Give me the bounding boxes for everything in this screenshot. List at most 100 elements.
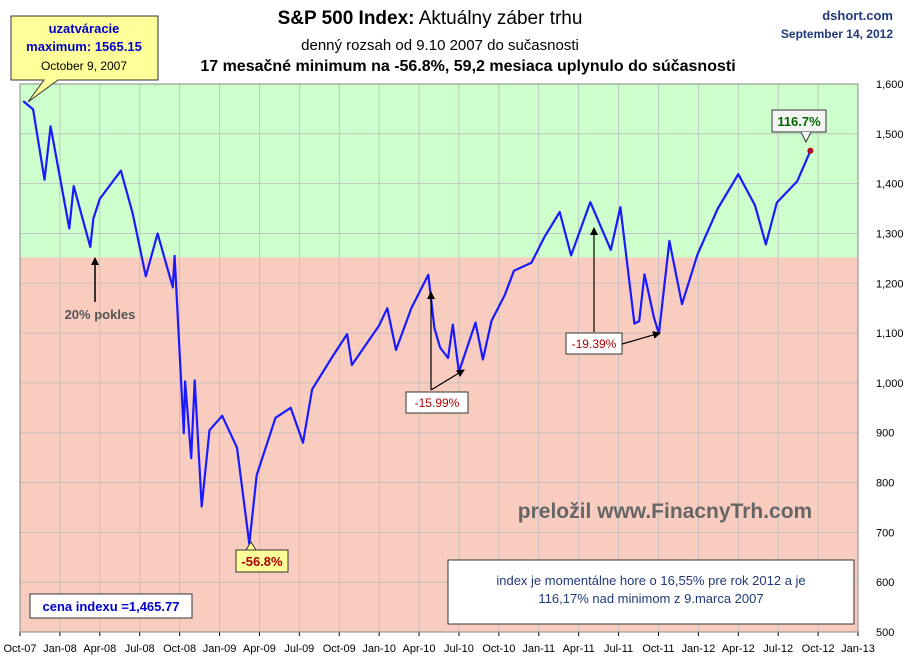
price-point — [302, 441, 304, 444]
price-point — [144, 275, 147, 278]
index-value-text: cena indexu =1,465.77 — [43, 599, 180, 614]
low-percent-pointer — [245, 541, 257, 551]
x-tick-label: Jul-11 — [604, 643, 633, 655]
price-point — [190, 457, 192, 459]
price-point — [193, 379, 196, 382]
price-point — [22, 100, 25, 103]
x-tick-label: Jan-10 — [362, 643, 396, 655]
low-percent-callout: -56.8% — [235, 541, 289, 573]
y-tick-label: 1,000 — [876, 378, 904, 390]
correction-2011-text: -19.39% — [572, 337, 617, 351]
price-point — [173, 255, 176, 257]
current-percent-text: 116.7% — [777, 114, 821, 129]
price-point — [92, 217, 95, 220]
price-point — [638, 320, 641, 322]
price-point — [49, 125, 52, 128]
price-point — [653, 317, 655, 319]
price-point — [331, 356, 334, 358]
price-point — [89, 246, 92, 248]
price-point — [427, 274, 430, 276]
y-tick-label: 1,400 — [876, 179, 904, 191]
decline-label: 20% pokles — [65, 307, 136, 322]
peak-callout-line1: uzatváracie — [49, 21, 120, 36]
date-label: September 14, 2012 — [781, 27, 893, 41]
index-value-frame — [29, 593, 193, 619]
decline-marker: 20% pokles — [65, 257, 136, 322]
price-point — [43, 178, 46, 181]
chart-title: S&P 500 Index: Aktuálny záber trhu — [278, 8, 583, 29]
title-rest-part: Aktuálny záber trhu — [415, 8, 583, 29]
note-box: index je momentálne hore o 16,55% pre ro… — [447, 559, 855, 625]
y-tick-label: 800 — [876, 478, 894, 490]
chart-line3: 17 mesačné minimum na -56.8%, 59,2 mesia… — [200, 58, 735, 75]
axes — [19, 83, 859, 633]
price-point — [386, 307, 389, 309]
y-tick-label: 1,100 — [876, 328, 904, 340]
price-point — [120, 169, 122, 172]
price-point — [668, 240, 671, 242]
price-point — [274, 416, 277, 419]
peak-callout-line2: maximum: 1565.15 — [26, 39, 142, 54]
x-tick-label: Jul-10 — [444, 643, 474, 655]
note-line1: index je momentálne hore o 16,55% pre ro… — [496, 573, 805, 588]
correction-2010-text: -15.99% — [415, 396, 460, 410]
grid-lines — [19, 83, 859, 636]
note-box-frame — [447, 559, 855, 625]
price-point — [200, 505, 203, 508]
price-point — [619, 206, 622, 208]
correction-2010-arrow-down — [430, 369, 465, 391]
x-tick-label: Jul-09 — [284, 643, 314, 655]
price-point — [543, 236, 546, 238]
peak-value-text: 1565.15 — [95, 39, 142, 54]
price-point — [765, 243, 767, 246]
title-bold-part: S&P 500 Index: — [278, 8, 415, 29]
x-tick-label: Jul-08 — [125, 643, 155, 655]
chart-subtitle: denný rozsah od 9.10 2007 do sučasnosti — [301, 37, 579, 54]
price-point — [32, 108, 34, 111]
price-point — [681, 303, 683, 305]
x-axis-tick-labels: Oct-07 Jan-08 Apr-08 Jul-08 Oct-08 Jan-09 Apr-… — [3, 643, 874, 655]
x-tick-label: Oct-09 — [323, 643, 356, 655]
y-tick-label: 500 — [876, 627, 894, 639]
price-point — [221, 414, 223, 417]
correction-2011-arrow-down — [621, 331, 661, 345]
price-point — [503, 294, 506, 297]
price-point — [513, 270, 515, 272]
x-tick-label: Oct-07 — [3, 643, 36, 655]
correction-2010-box — [405, 391, 469, 414]
price-point — [182, 432, 185, 435]
current-percent-box — [771, 109, 827, 133]
price-point — [184, 380, 186, 383]
correction-2011-box — [565, 332, 623, 355]
y-tick-label: 1,500 — [876, 129, 904, 141]
price-point — [131, 212, 134, 215]
price-point — [696, 254, 699, 256]
price-point — [809, 149, 812, 152]
price-point — [395, 349, 397, 351]
low-percent-box — [235, 549, 289, 573]
price-point — [208, 429, 211, 432]
x-tick-label: Jan-12 — [682, 643, 716, 655]
price-point — [439, 346, 441, 349]
source-label: dshort.com — [822, 8, 893, 23]
correction-2010-callout: -15.99% — [405, 291, 469, 414]
y-tick-label: 1,300 — [876, 228, 904, 240]
price-point — [410, 307, 413, 309]
price-point — [289, 407, 292, 409]
price-point — [610, 249, 612, 251]
price-point — [589, 201, 592, 203]
current-percent-callout: 116.7% — [771, 109, 827, 144]
price-point — [490, 319, 493, 322]
price-point — [570, 254, 572, 257]
low-percent-text: -56.8% — [241, 554, 283, 569]
plot-frame — [19, 83, 859, 633]
price-point — [72, 185, 75, 187]
x-tick-label: Jan-11 — [522, 643, 555, 655]
price-point — [796, 180, 799, 182]
price-point — [156, 232, 159, 235]
price-point — [643, 273, 646, 276]
current-percent-pointer — [800, 131, 812, 144]
x-tick-label: Oct-10 — [482, 643, 515, 655]
y-tick-label: 1,200 — [876, 278, 904, 290]
